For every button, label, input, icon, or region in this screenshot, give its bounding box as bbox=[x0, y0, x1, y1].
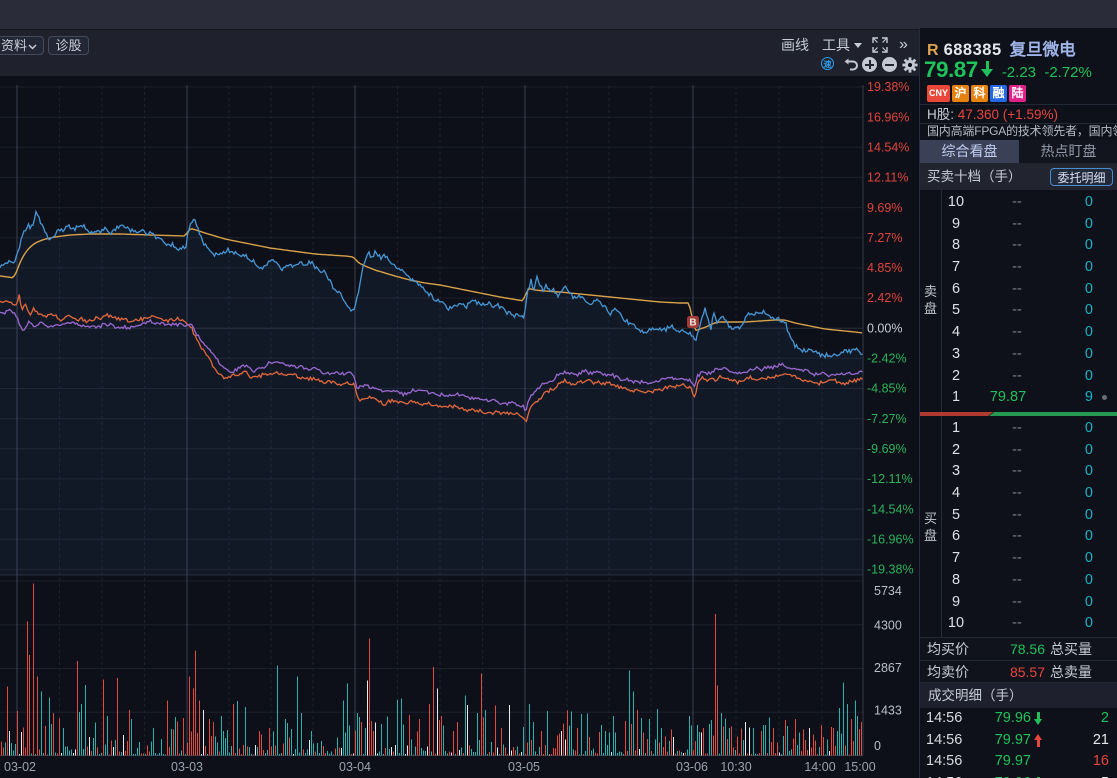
svg-text:15:00: 15:00 bbox=[844, 760, 875, 774]
svg-text:0.00%: 0.00% bbox=[867, 321, 902, 335]
svg-text:-19.38%: -19.38% bbox=[867, 563, 914, 577]
svg-text:-7.27%: -7.27% bbox=[867, 412, 907, 426]
svg-text:-2.42%: -2.42% bbox=[867, 352, 907, 366]
svg-text:2867: 2867 bbox=[874, 661, 902, 675]
svg-text:03-04: 03-04 bbox=[339, 760, 371, 774]
svg-text:-12.11%: -12.11% bbox=[867, 472, 913, 486]
svg-text:03-06: 03-06 bbox=[676, 760, 708, 774]
svg-text:10:30: 10:30 bbox=[720, 760, 751, 774]
svg-text:03-03: 03-03 bbox=[171, 760, 203, 774]
svg-text:14:00: 14:00 bbox=[804, 760, 835, 774]
svg-text:16.96%: 16.96% bbox=[867, 110, 909, 124]
svg-text:19.38%: 19.38% bbox=[867, 80, 909, 94]
svg-text:-14.54%: -14.54% bbox=[867, 502, 914, 516]
svg-text:1433: 1433 bbox=[874, 704, 902, 718]
svg-text:-4.85%: -4.85% bbox=[867, 382, 907, 396]
svg-text:-16.96%: -16.96% bbox=[867, 532, 914, 546]
svg-text:12.11%: 12.11% bbox=[867, 171, 908, 185]
svg-text:-9.69%: -9.69% bbox=[867, 442, 907, 456]
svg-text:4.85%: 4.85% bbox=[867, 261, 902, 275]
svg-text:0: 0 bbox=[874, 739, 881, 753]
svg-text:7.27%: 7.27% bbox=[867, 231, 902, 245]
svg-text:14.54%: 14.54% bbox=[867, 141, 909, 155]
svg-text:9.69%: 9.69% bbox=[867, 201, 902, 215]
svg-text:03-02: 03-02 bbox=[4, 760, 36, 774]
svg-text:03-05: 03-05 bbox=[508, 760, 540, 774]
svg-text:4300: 4300 bbox=[874, 619, 902, 633]
svg-text:B: B bbox=[689, 318, 696, 329]
svg-text:2.42%: 2.42% bbox=[867, 291, 902, 305]
svg-text:5734: 5734 bbox=[874, 584, 902, 598]
